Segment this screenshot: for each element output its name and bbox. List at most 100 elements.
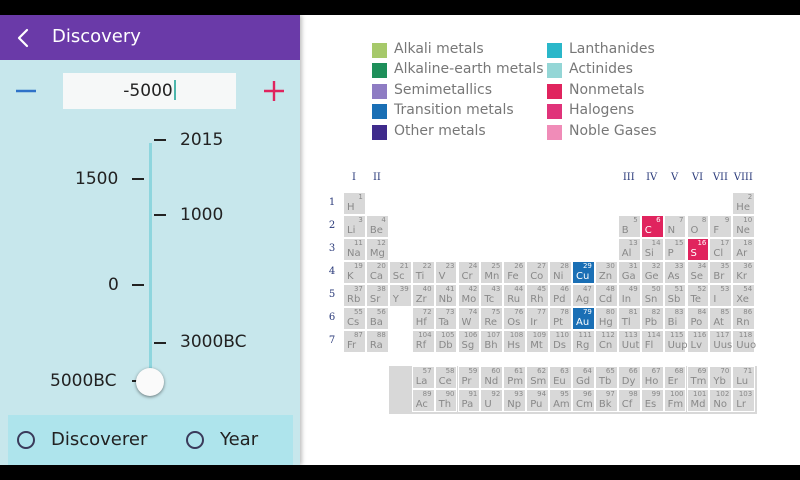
element-cell-uut[interactable]: 113 Uut bbox=[617, 330, 641, 353]
element-cell-nb[interactable]: 41 Nb bbox=[434, 284, 458, 307]
element-cell-co[interactable]: 27 Co bbox=[526, 261, 550, 284]
element-cell-hg[interactable]: 80 Hg bbox=[594, 307, 618, 330]
element-cell-mo[interactable]: 42 Mo bbox=[457, 284, 481, 307]
element-cell-al[interactable]: 13 Al bbox=[617, 238, 641, 261]
element-cell-hf[interactable]: 72 Hf bbox=[411, 307, 435, 330]
element-cell-la[interactable]: 57 La bbox=[411, 366, 435, 389]
element-cell-gd[interactable]: 64 Gd bbox=[572, 366, 595, 389]
element-cell-v[interactable]: 23 V bbox=[434, 261, 458, 284]
element-cell-sc[interactable]: 21 Sc bbox=[388, 261, 412, 284]
element-cell-zn[interactable]: 30 Zn bbox=[594, 261, 618, 284]
element-cell-ru[interactable]: 44 Ru bbox=[503, 284, 527, 307]
element-cell-w[interactable]: 74 W bbox=[457, 307, 481, 330]
element-cell-ni[interactable]: 28 Ni bbox=[549, 261, 572, 284]
element-cell-bk[interactable]: 97 Bk bbox=[594, 389, 618, 412]
element-cell-te[interactable]: 52 Te bbox=[686, 284, 710, 307]
element-cell-th[interactable]: 90 Th bbox=[434, 389, 458, 412]
element-cell-er[interactable]: 68 Er bbox=[663, 366, 687, 389]
element-cell-am[interactable]: 95 Am bbox=[549, 389, 572, 412]
element-cell-p[interactable]: 15 P bbox=[663, 238, 687, 261]
element-cell-si[interactable]: 14 Si bbox=[640, 238, 664, 261]
element-cell-uus[interactable]: 117 Uus bbox=[709, 330, 733, 353]
element-cell-rf[interactable]: 104 Rf bbox=[411, 330, 435, 353]
element-cell-k[interactable]: 19 K bbox=[343, 261, 366, 284]
element-cell-li[interactable]: 3 Li bbox=[343, 215, 366, 238]
element-cell-rh[interactable]: 45 Rh bbox=[526, 284, 550, 307]
element-cell-es[interactable]: 99 Es bbox=[640, 389, 664, 412]
element-cell-ba[interactable]: 56 Ba bbox=[365, 307, 389, 330]
element-cell-db[interactable]: 105 Db bbox=[434, 330, 458, 353]
element-cell-lu[interactable]: 71 Lu bbox=[732, 366, 756, 389]
element-cell-ra[interactable]: 88 Ra bbox=[365, 330, 389, 353]
element-cell-sg[interactable]: 106 Sg bbox=[457, 330, 481, 353]
element-cell-bh[interactable]: 107 Bh bbox=[480, 330, 504, 353]
element-cell-rg[interactable]: 111 Rg bbox=[572, 330, 595, 353]
element-cell-u[interactable]: 92 U bbox=[480, 389, 504, 412]
radio-option-year[interactable]: Year bbox=[150, 415, 293, 465]
element-cell-na[interactable]: 11 Na bbox=[343, 238, 366, 261]
element-cell-mt[interactable]: 109 Mt bbox=[526, 330, 550, 353]
element-cell-sb[interactable]: 51 Sb bbox=[663, 284, 687, 307]
year-slider-track[interactable] bbox=[149, 143, 152, 383]
element-cell-ge[interactable]: 32 Ge bbox=[640, 261, 664, 284]
element-cell-tc[interactable]: 43 Tc bbox=[480, 284, 504, 307]
element-cell-tl[interactable]: 81 Tl bbox=[617, 307, 641, 330]
element-cell-at[interactable]: 85 At bbox=[709, 307, 733, 330]
element-cell-sr[interactable]: 38 Sr bbox=[365, 284, 389, 307]
element-cell-pu[interactable]: 94 Pu bbox=[526, 389, 550, 412]
element-cell-uuo[interactable]: 118 Uuo bbox=[732, 330, 756, 353]
element-cell-sn[interactable]: 50 Sn bbox=[640, 284, 664, 307]
element-cell-po[interactable]: 84 Po bbox=[686, 307, 710, 330]
element-cell-mn[interactable]: 25 Mn bbox=[480, 261, 504, 284]
element-cell-dy[interactable]: 66 Dy bbox=[617, 366, 641, 389]
element-cell-pt[interactable]: 78 Pt bbox=[549, 307, 572, 330]
element-cell-pd[interactable]: 46 Pd bbox=[549, 284, 572, 307]
element-cell-sm[interactable]: 62 Sm bbox=[526, 366, 550, 389]
element-cell-tb[interactable]: 65 Tb bbox=[594, 366, 618, 389]
increase-year-button[interactable] bbox=[260, 77, 288, 105]
element-cell-nd[interactable]: 60 Nd bbox=[480, 366, 504, 389]
element-cell-cm[interactable]: 96 Cm bbox=[572, 389, 595, 412]
element-cell-rb[interactable]: 37 Rb bbox=[343, 284, 366, 307]
decrease-year-button[interactable] bbox=[12, 77, 40, 105]
element-cell-fm[interactable]: 100 Fm bbox=[663, 389, 687, 412]
element-cell-zr[interactable]: 40 Zr bbox=[411, 284, 435, 307]
year-slider-thumb[interactable] bbox=[136, 368, 164, 396]
element-cell-hs[interactable]: 108 Hs bbox=[503, 330, 527, 353]
element-cell-cf[interactable]: 98 Cf bbox=[617, 389, 641, 412]
element-cell-ca[interactable]: 20 Ca bbox=[365, 261, 389, 284]
element-cell-fl[interactable]: 114 Fl bbox=[640, 330, 664, 353]
element-cell-ac[interactable]: 89 Ac bbox=[411, 389, 435, 412]
element-cell-np[interactable]: 93 Np bbox=[503, 389, 527, 412]
element-cell-fr[interactable]: 87 Fr bbox=[343, 330, 366, 353]
element-cell-md[interactable]: 101 Md bbox=[686, 389, 710, 412]
back-button[interactable] bbox=[8, 23, 38, 53]
element-cell-bi[interactable]: 83 Bi bbox=[663, 307, 687, 330]
element-cell-ne[interactable]: 10 Ne bbox=[732, 215, 756, 238]
element-cell-os[interactable]: 76 Os bbox=[503, 307, 527, 330]
radio-option-discoverer[interactable]: Discoverer bbox=[8, 415, 150, 465]
element-cell-cr[interactable]: 24 Cr bbox=[457, 261, 481, 284]
element-cell-ho[interactable]: 67 Ho bbox=[640, 366, 664, 389]
element-cell-ag[interactable]: 47 Ag bbox=[572, 284, 595, 307]
element-cell-cn[interactable]: 112 Cn bbox=[594, 330, 618, 353]
radio-button[interactable] bbox=[17, 431, 35, 449]
element-cell-mg[interactable]: 12 Mg bbox=[365, 238, 389, 261]
element-cell-cl[interactable]: 17 Cl bbox=[709, 238, 733, 261]
element-cell-in[interactable]: 49 In bbox=[617, 284, 641, 307]
element-cell-as[interactable]: 33 As bbox=[663, 261, 687, 284]
element-cell-pb[interactable]: 82 Pb bbox=[640, 307, 664, 330]
element-cell-ta[interactable]: 73 Ta bbox=[434, 307, 458, 330]
element-cell-au[interactable]: 79 Au bbox=[572, 307, 595, 330]
element-cell-pa[interactable]: 91 Pa bbox=[457, 389, 481, 412]
year-input[interactable]: -5000 bbox=[63, 73, 236, 109]
element-cell-kr[interactable]: 36 Kr bbox=[732, 261, 756, 284]
element-cell-rn[interactable]: 86 Rn bbox=[732, 307, 756, 330]
element-cell-y[interactable]: 39 Y bbox=[388, 284, 412, 307]
